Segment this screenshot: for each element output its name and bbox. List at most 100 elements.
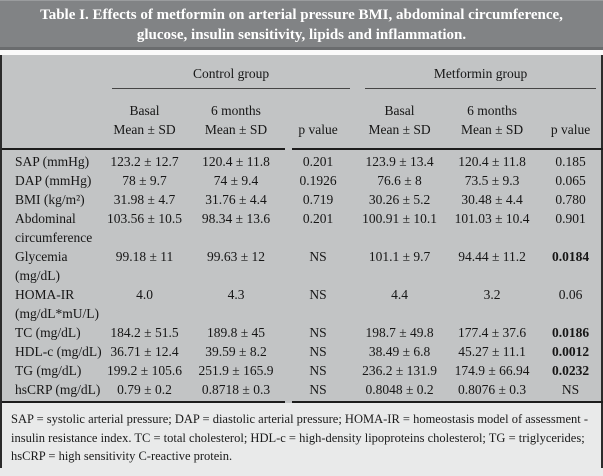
row-parameter-label: HOMA-IR (mg/dL*mU/L) xyxy=(15,287,99,321)
footnote-box: SAP = systolic arterial pressure; DAP = … xyxy=(0,403,603,468)
metformin-6months-value: 120.4 ± 11.8 xyxy=(458,154,526,169)
metformin-basal-value: 100.91 ± 10.1 xyxy=(362,211,437,226)
control-6months-value: 189.8 ± 45 xyxy=(206,325,266,340)
control-6months-value: 0.8718 ± 0.3 xyxy=(201,382,271,397)
control-6months-value: 98.34 ± 13.6 xyxy=(201,211,271,226)
table-row: hsCRP (mg/dL) 0.79 ± 0.2 0.8718 ± 0.3 NS… xyxy=(2,380,603,399)
control-pvalue-header: p value xyxy=(298,122,338,137)
empty-corner-cell xyxy=(2,55,102,89)
metformin-pvalue: 0.0232 xyxy=(551,363,590,378)
metformin-6months-value: 45.27 ± 11.1 xyxy=(458,344,526,359)
metformin-pvalue: 0.185 xyxy=(555,154,586,169)
table-row: Glycemia (mg/dL) 99.18 ± 11 99.63 ± 12 NS… xyxy=(2,247,603,285)
table-row: TC (mg/dL) 184.2 ± 51.5 189.8 ± 45 NS 19… xyxy=(2,323,603,342)
row-parameter-label: BMI (kg/m²) xyxy=(15,192,85,207)
control-pvalue: 0.719 xyxy=(302,192,334,207)
control-basal-value: 199.2 ± 105.6 xyxy=(107,363,182,378)
metformin-6months-value: 3.2 xyxy=(483,287,501,302)
row-parameter-label: HDL-c (mg/dL) xyxy=(15,344,102,359)
metformin-basal-header: Basal Mean ± SD xyxy=(368,103,431,137)
table-title-line2: glucose, insulin sensitivity, lipids and… xyxy=(136,27,467,43)
table-row: BMI (kg/m²) 31.98 ± 4.7 31.76 ± 4.4 0.71… xyxy=(2,190,603,209)
table-row: Abdominal circumference 103.56 ± 10.5 98.… xyxy=(2,209,603,247)
metformin-pvalue: 0.901 xyxy=(555,211,586,226)
metformin-pvalue: 0.0186 xyxy=(551,325,590,340)
data-table: Control group Metformin group Basal Mean… xyxy=(2,55,603,403)
row-parameter-label: SAP (mmHg) xyxy=(15,154,90,169)
metformin-pvalue: NS xyxy=(561,382,580,397)
table-rows: SAP (mmHg) 123.2 ± 12.7 120.4 ± 11.8 0.2… xyxy=(2,152,603,399)
subheader-row: Basal Mean ± SD 6 months Mean ± SD p val… xyxy=(2,89,603,147)
row-parameter-label: Glycemia (mg/dL) xyxy=(15,249,68,283)
table-title-bar: Table I. Effects of metformin on arteria… xyxy=(0,0,603,50)
row-parameter-label: TG (mg/dL) xyxy=(15,363,82,378)
metformin-pvalue: 0.0012 xyxy=(551,344,590,359)
control-6months-value: 4.3 xyxy=(227,287,245,302)
bottom-strip xyxy=(0,467,603,476)
metformin-pvalue: 0.06 xyxy=(558,287,583,302)
bottom-rule-row xyxy=(2,399,603,403)
control-6months-value: 251.9 ± 165.9 xyxy=(198,363,274,378)
metformin-pvalue: 0.065 xyxy=(555,173,586,188)
metformin-group-header-cell: Metformin group xyxy=(351,55,603,89)
control-basal-value: 99.18 ± 11 xyxy=(115,249,174,264)
metformin-6months-header: 6 months Mean ± SD xyxy=(460,103,524,137)
row-parameter-label: TC (mg/dL) xyxy=(15,325,81,340)
group-header-row: Control group Metformin group xyxy=(2,55,603,89)
control-basal-value: 31.98 ± 4.7 xyxy=(113,192,176,207)
row-parameter-label: DAP (mmHg) xyxy=(15,173,92,188)
control-6months-value: 39.59 ± 8.2 xyxy=(205,344,267,359)
table-body-section: Control group Metformin group Basal Mean… xyxy=(0,55,603,403)
table-row: HOMA-IR (mg/dL*mU/L) 4.0 4.3 NS 4.4 3.2 0… xyxy=(2,285,603,323)
control-6months-header: 6 months Mean ± SD xyxy=(204,103,268,137)
control-pvalue: NS xyxy=(309,325,327,340)
control-pvalue: 0.1926 xyxy=(299,173,337,188)
metformin-6months-value: 174.9 ± 66.94 xyxy=(454,363,530,378)
table-row: HDL-c (mg/dL) 36.71 ± 12.4 39.59 ± 8.2 N… xyxy=(2,342,603,361)
row-parameter-label: hsCRP (mg/dL) xyxy=(15,382,101,397)
control-pvalue: 0.201 xyxy=(302,211,334,226)
control-6months-value: 99.63 ± 12 xyxy=(206,249,266,264)
header-rule-row xyxy=(2,147,603,152)
metformin-pvalue-header: p value xyxy=(550,122,591,137)
control-6months-value: 31.76 ± 4.4 xyxy=(205,192,267,207)
table-row: DAP (mmHg) 78 ± 9.7 74 ± 9.4 0.1926 76.6… xyxy=(2,171,603,190)
metformin-basal-value: 101.1 ± 9.7 xyxy=(368,249,431,264)
metformin-6months-value: 0.8076 ± 0.3 xyxy=(457,382,527,397)
metformin-group-label: Metformin group xyxy=(365,66,597,89)
metformin-basal-value: 76.6 ± 8 xyxy=(377,173,422,188)
control-pvalue: NS xyxy=(309,363,327,378)
metformin-basal-value: 30.26 ± 5.2 xyxy=(368,192,431,207)
control-6months-value: 120.4 ± 11.8 xyxy=(202,154,270,169)
metformin-basal-value: 4.4 xyxy=(391,287,408,302)
control-pvalue: NS xyxy=(309,344,327,359)
table-row: TG (mg/dL) 199.2 ± 105.6 251.9 ± 165.9 N… xyxy=(2,361,603,380)
control-basal-value: 184.2 ± 51.5 xyxy=(110,325,179,340)
metformin-6months-value: 73.5 ± 9.3 xyxy=(464,173,520,188)
control-basal-value: 103.56 ± 10.5 xyxy=(107,211,182,226)
control-basal-value: 123.2 ± 12.7 xyxy=(110,154,179,169)
metformin-basal-value: 198.7 ± 49.8 xyxy=(365,325,434,340)
bottom-rule xyxy=(2,401,603,403)
control-pvalue: NS xyxy=(309,382,327,397)
control-pvalue: NS xyxy=(309,287,327,302)
footnote-text: SAP = systolic arterial pressure; DAP = … xyxy=(11,412,589,463)
row-parameter-label: Abdominal circumference xyxy=(15,211,93,245)
control-pvalue: NS xyxy=(309,249,327,264)
control-pvalue: 0.201 xyxy=(302,154,334,169)
control-basal-value: 0.79 ± 0.2 xyxy=(117,382,172,397)
metformin-basal-value: 38.49 ± 6.8 xyxy=(368,344,431,359)
empty-subheader-cell xyxy=(2,89,102,147)
metformin-basal-value: 123.9 ± 13.4 xyxy=(365,154,434,169)
control-basal-value: 4.0 xyxy=(136,287,153,302)
table-title-line1: Table I. Effects of metformin on arteria… xyxy=(40,7,563,23)
control-6months-value: 74 ± 9.4 xyxy=(213,173,259,188)
metformin-basal-value: 236.2 ± 131.9 xyxy=(362,363,437,378)
metformin-6months-value: 177.4 ± 37.6 xyxy=(457,325,527,340)
control-basal-value: 78 ± 9.7 xyxy=(122,173,167,188)
metformin-6months-value: 30.48 ± 4.4 xyxy=(461,192,523,207)
header-rule xyxy=(2,148,603,150)
control-basal-header: Basal Mean ± SD xyxy=(113,103,176,137)
control-basal-value: 36.71 ± 12.4 xyxy=(110,344,179,359)
